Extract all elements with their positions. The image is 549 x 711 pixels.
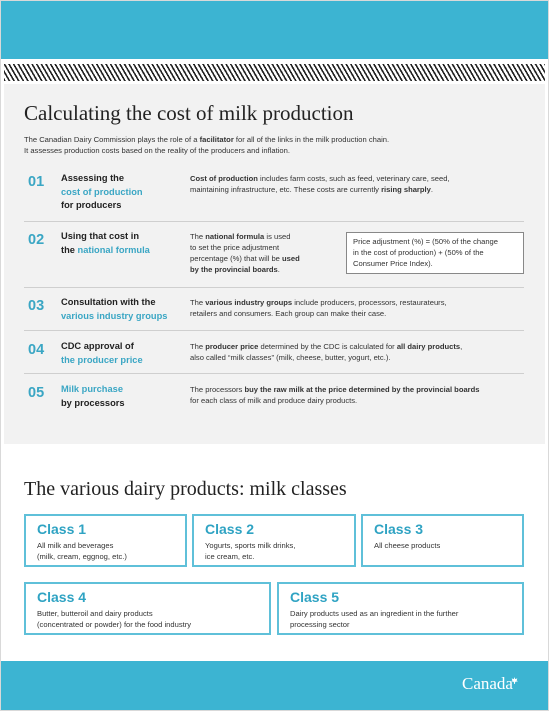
step-number: 02: [28, 232, 45, 248]
class-description: All milk and beverages (milk, cream, egg…: [37, 541, 127, 561]
step-description: Cost of production includes farm costs, …: [190, 174, 450, 194]
class-card: Class 3 All cheese products: [361, 514, 524, 567]
class-description: All cheese products: [374, 541, 441, 550]
class-name: Class 2: [205, 521, 255, 537]
step-number: 01: [28, 174, 45, 190]
step-title: Assessing the cost of production for pro…: [61, 173, 143, 210]
divider: [24, 287, 524, 288]
divider: [24, 373, 524, 374]
step-number: 04: [28, 342, 45, 358]
hatch-divider: [4, 64, 545, 81]
class-description: Butter, butteroil and dairy products (co…: [37, 609, 192, 629]
class-card: Class 2 Yogurts, sports milk drinks, ice…: [192, 514, 356, 567]
step-description: The producer price determined by the CDC…: [190, 342, 463, 362]
step-title: Consultation with the various industry g…: [61, 297, 168, 321]
step-number: 03: [28, 298, 45, 314]
step-description: The processors buy the raw milk at the p…: [190, 385, 480, 405]
step-number: 05: [28, 385, 45, 401]
class-card: Class 4 Butter, butteroil and dairy prod…: [24, 582, 271, 635]
step-description: The national formula is used to set the …: [190, 232, 300, 274]
intro-text: The Canadian Dairy Commission plays the …: [24, 135, 390, 155]
header-band: [1, 1, 548, 59]
class-name: Class 5: [290, 589, 340, 605]
step-description: The various industry groups include prod…: [190, 298, 447, 318]
step-title: Using that cost in the national formula: [61, 231, 150, 255]
class-card: Class 5 Dairy products used as an ingred…: [277, 582, 524, 635]
footer-band: [1, 661, 548, 710]
class-name: Class 4: [37, 589, 87, 605]
class-card: Class 1 All milk and beverages (milk, cr…: [24, 514, 187, 567]
class-description: Yogurts, sports milk drinks, ice cream, …: [205, 541, 296, 561]
classes-title: The various dairy products: milk classes: [24, 478, 347, 500]
maple-leaf-icon: [511, 677, 518, 684]
divider: [24, 330, 524, 331]
class-name: Class 1: [37, 521, 87, 537]
class-name: Class 3: [374, 521, 424, 537]
page-title: Calculating the cost of milk production: [24, 101, 354, 125]
class-description: Dairy products used as an ingredient in …: [290, 609, 459, 629]
divider: [24, 221, 524, 222]
formula-box: Price adjustment (%) = (50% of the chang…: [346, 232, 524, 274]
canada-wordmark: Canada: [462, 674, 513, 693]
step-title: Milk purchase by processors: [61, 384, 125, 408]
step-title: CDC approval of the producer price: [61, 341, 143, 365]
